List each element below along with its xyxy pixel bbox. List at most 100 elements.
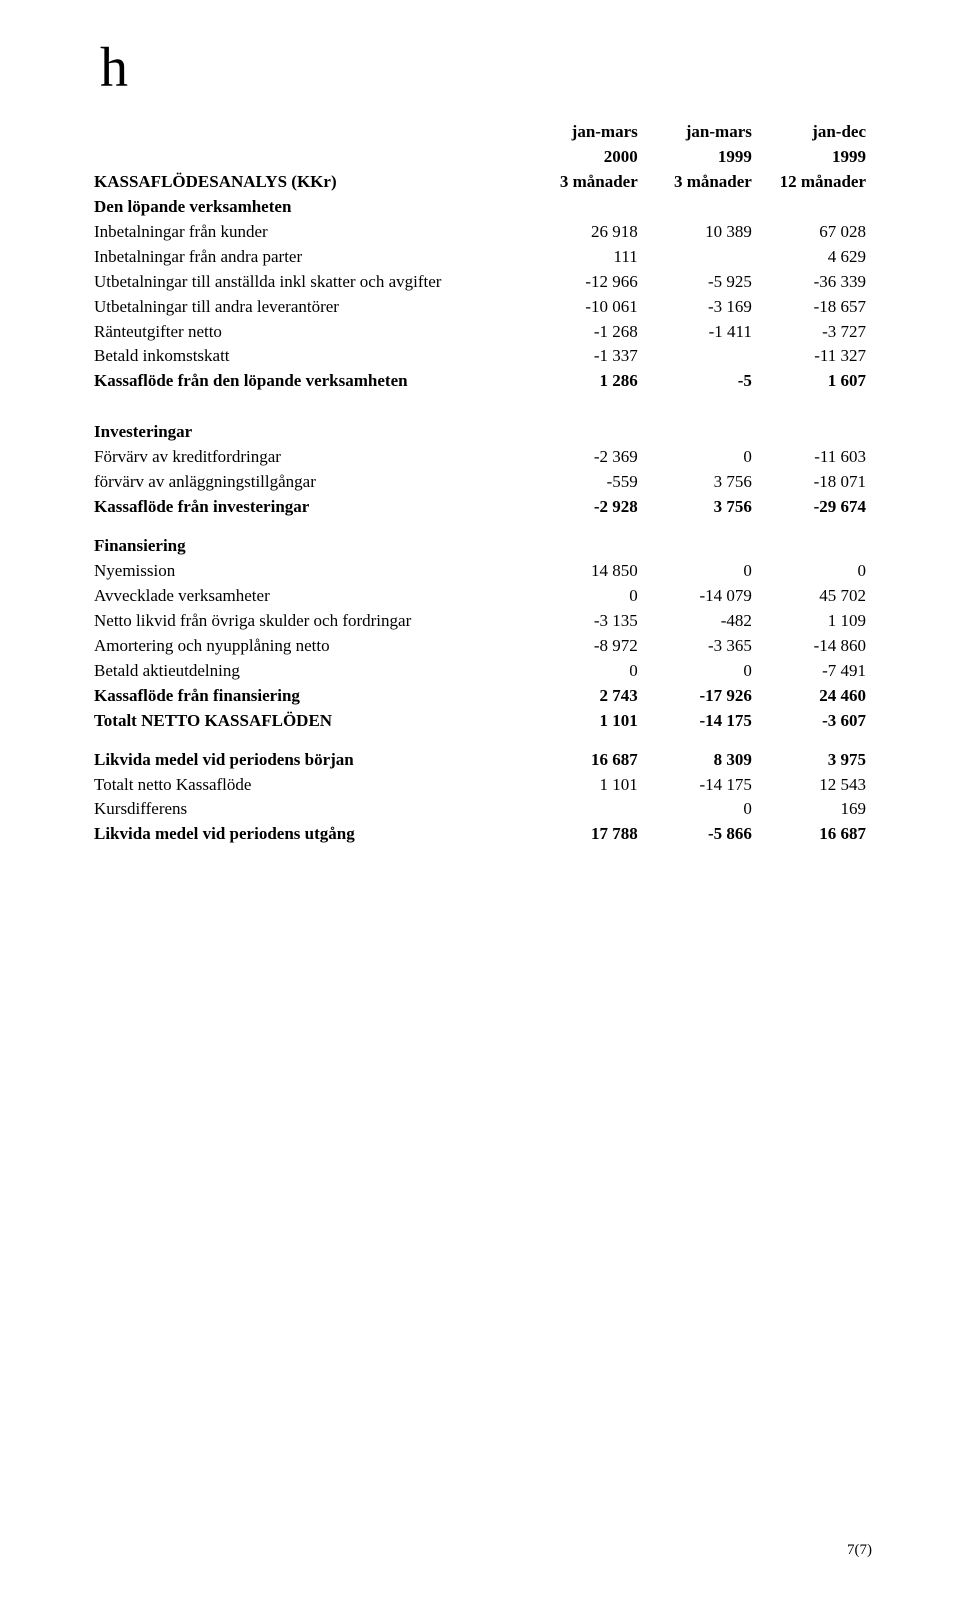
row-label: Amortering och nyupplåning netto bbox=[90, 634, 528, 659]
liquidity-opening-row: Likvida medel vid periodens början 16 68… bbox=[90, 748, 870, 773]
duration-2: 3 månader bbox=[642, 170, 756, 195]
cell: -36 339 bbox=[756, 270, 870, 295]
row-label: Kassaflöde från den löpande verksamheten bbox=[90, 369, 528, 394]
cell: -5 866 bbox=[642, 822, 756, 847]
cell: -29 674 bbox=[756, 495, 870, 520]
cell: -3 607 bbox=[756, 709, 870, 734]
cell: 1 607 bbox=[756, 369, 870, 394]
cell: -7 491 bbox=[756, 659, 870, 684]
cell: 0 bbox=[642, 445, 756, 470]
operating-total-row: Kassaflöde från den löpande verksamheten… bbox=[90, 369, 870, 394]
row-label: Förvärv av kreditfordringar bbox=[90, 445, 528, 470]
duration-3: 12 månader bbox=[756, 170, 870, 195]
cell: 8 309 bbox=[642, 748, 756, 773]
spacer bbox=[90, 520, 870, 534]
year-2: 1999 bbox=[642, 145, 756, 170]
row-label: förvärv av anläggningstillgångar bbox=[90, 470, 528, 495]
cell: -1 337 bbox=[528, 344, 642, 369]
cell: 1 101 bbox=[528, 709, 642, 734]
cashflow-table: jan-mars jan-mars jan-dec 2000 1999 1999… bbox=[90, 120, 870, 847]
table-row: Avvecklade verksamheter 0 -14 079 45 702 bbox=[90, 584, 870, 609]
cell: 169 bbox=[756, 797, 870, 822]
table-row: Utbetalningar till andra leverantörer -1… bbox=[90, 295, 870, 320]
cell: -17 926 bbox=[642, 684, 756, 709]
page-number: 7(7) bbox=[847, 1540, 872, 1560]
financing-total-row: Kassaflöde från finansiering 2 743 -17 9… bbox=[90, 684, 870, 709]
cell bbox=[528, 797, 642, 822]
table-row: Kursdifferens 0 169 bbox=[90, 797, 870, 822]
cell: 1 109 bbox=[756, 609, 870, 634]
period-3: jan-dec bbox=[756, 120, 870, 145]
table-row: Betald inkomstskatt -1 337 -11 327 bbox=[90, 344, 870, 369]
investing-total-row: Kassaflöde från investeringar -2 928 3 7… bbox=[90, 495, 870, 520]
cell: -3 169 bbox=[642, 295, 756, 320]
cell: -2 928 bbox=[528, 495, 642, 520]
row-label: Utbetalningar till andra leverantörer bbox=[90, 295, 528, 320]
table-title: KASSAFLÖDESANALYS (KKr) bbox=[90, 170, 528, 195]
cell: -18 071 bbox=[756, 470, 870, 495]
cell: 0 bbox=[642, 559, 756, 584]
cell: 111 bbox=[528, 245, 642, 270]
row-label: Inbetalningar från andra parter bbox=[90, 245, 528, 270]
cell: 24 460 bbox=[756, 684, 870, 709]
header-title-row: KASSAFLÖDESANALYS (KKr) 3 månader 3 måna… bbox=[90, 170, 870, 195]
cell: -14 175 bbox=[642, 773, 756, 798]
cell: 1 101 bbox=[528, 773, 642, 798]
cell: 4 629 bbox=[756, 245, 870, 270]
year-3: 1999 bbox=[756, 145, 870, 170]
row-label: Totalt NETTO KASSAFLÖDEN bbox=[90, 709, 528, 734]
cell: -5 925 bbox=[642, 270, 756, 295]
cell: 3 975 bbox=[756, 748, 870, 773]
table-row: Inbetalningar från andra parter 111 4 62… bbox=[90, 245, 870, 270]
cell: -8 972 bbox=[528, 634, 642, 659]
cell: 3 756 bbox=[642, 495, 756, 520]
cell: 45 702 bbox=[756, 584, 870, 609]
row-label: Likvida medel vid periodens utgång bbox=[90, 822, 528, 847]
cell: 16 687 bbox=[528, 748, 642, 773]
row-label: Nyemission bbox=[90, 559, 528, 584]
cell: -11 603 bbox=[756, 445, 870, 470]
cell: -12 966 bbox=[528, 270, 642, 295]
table-row: Utbetalningar till anställda inkl skatte… bbox=[90, 270, 870, 295]
row-label: Netto likvid från övriga skulder och for… bbox=[90, 609, 528, 634]
table-row: Amortering och nyupplåning netto -8 972 … bbox=[90, 634, 870, 659]
table-row: Inbetalningar från kunder 26 918 10 389 … bbox=[90, 220, 870, 245]
cell: 16 687 bbox=[756, 822, 870, 847]
cell: -14 079 bbox=[642, 584, 756, 609]
cell: 10 389 bbox=[642, 220, 756, 245]
cell: -11 327 bbox=[756, 344, 870, 369]
cell bbox=[642, 245, 756, 270]
cell: -14 175 bbox=[642, 709, 756, 734]
row-label: Betald aktieutdelning bbox=[90, 659, 528, 684]
row-label: Kassaflöde från finansiering bbox=[90, 684, 528, 709]
cell bbox=[642, 344, 756, 369]
cell: -3 365 bbox=[642, 634, 756, 659]
cell: -2 369 bbox=[528, 445, 642, 470]
period-1: jan-mars bbox=[528, 120, 642, 145]
cell: -559 bbox=[528, 470, 642, 495]
cell: -3 135 bbox=[528, 609, 642, 634]
logo-letter: h bbox=[100, 40, 870, 96]
row-label: Ränteutgifter netto bbox=[90, 320, 528, 345]
table-row: Förvärv av kreditfordringar -2 369 0 -11… bbox=[90, 445, 870, 470]
page: h jan-mars jan-mars jan-dec 2000 1999 19… bbox=[0, 0, 960, 1608]
row-label: Inbetalningar från kunder bbox=[90, 220, 528, 245]
table-row: Ränteutgifter netto -1 268 -1 411 -3 727 bbox=[90, 320, 870, 345]
cell: -3 727 bbox=[756, 320, 870, 345]
cell: 14 850 bbox=[528, 559, 642, 584]
cell: 0 bbox=[528, 659, 642, 684]
year-1: 2000 bbox=[528, 145, 642, 170]
operating-title: Den löpande verksamheten bbox=[90, 195, 528, 220]
row-label: Kassaflöde från investeringar bbox=[90, 495, 528, 520]
header-years-row: 2000 1999 1999 bbox=[90, 145, 870, 170]
liquidity-closing-row: Likvida medel vid periodens utgång 17 78… bbox=[90, 822, 870, 847]
row-label: Totalt netto Kassaflöde bbox=[90, 773, 528, 798]
cell: 0 bbox=[756, 559, 870, 584]
spacer bbox=[90, 734, 870, 748]
table-row: Nyemission 14 850 0 0 bbox=[90, 559, 870, 584]
cell: 0 bbox=[642, 797, 756, 822]
cell: -14 860 bbox=[756, 634, 870, 659]
investing-title-row: Investeringar bbox=[90, 420, 870, 445]
cell: 3 756 bbox=[642, 470, 756, 495]
financing-title: Finansiering bbox=[90, 534, 528, 559]
